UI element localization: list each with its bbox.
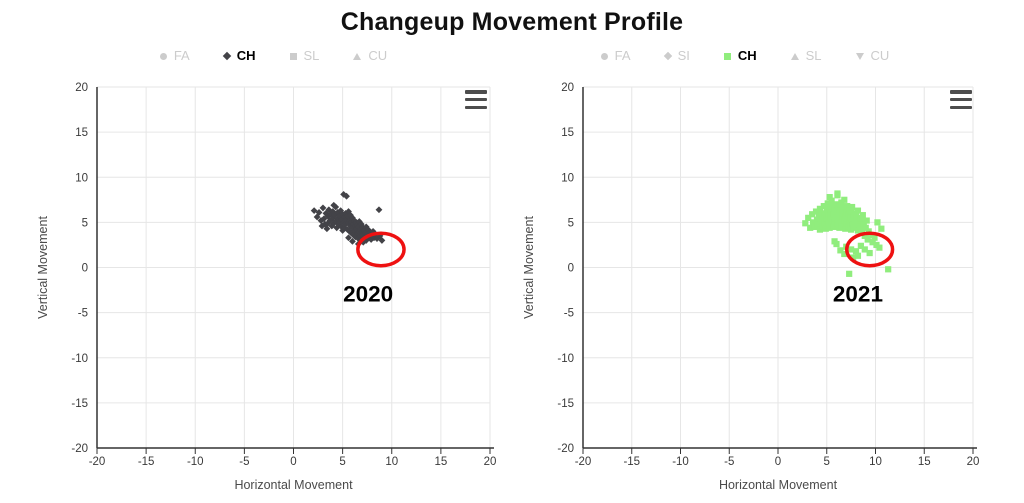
legend-item-CU[interactable]: CU [855,48,890,64]
svg-text:-15: -15 [138,456,155,468]
series-CH-points [310,190,386,248]
legend-item-SL[interactable]: SL [289,48,320,64]
svg-text:-15: -15 [557,398,574,410]
svg-text:15: 15 [561,127,574,139]
svg-text:-15: -15 [623,456,640,468]
svg-text:0: 0 [290,456,296,468]
chart-menu-button[interactable] [463,89,489,110]
y-axis-title: Vertical Movement [36,216,50,319]
svg-text:-20: -20 [557,443,574,455]
triangle-up-marker-icon [790,52,799,60]
legend-item-label: CU [870,48,890,63]
legend-item-label: SI [677,48,690,63]
legend-item-CH[interactable]: CH [222,48,256,64]
svg-text:5: 5 [82,217,88,229]
legend-item-label: CU [368,48,388,63]
legend-item-CH[interactable]: CH [723,48,757,64]
svg-text:0: 0 [568,263,574,275]
legend-item-SL[interactable]: SL [790,48,822,64]
svg-text:20: 20 [484,456,497,468]
annotation-ellipse [844,231,895,268]
gridlines [96,86,491,449]
tick-labels: -20 -15 -10 -5 0 5 10 15 20 -20 -15 -10 -5 0 5 10 15 20 [71,82,496,468]
x-axis-title: Horizontal Movement [234,478,353,492]
svg-text:15: 15 [434,456,447,468]
scatter-plot-2020: -20 -15 -10 -5 0 5 10 15 20 -20 -15 -10 -5 0 5 10 15 20 Ho… [36,82,496,492]
chart-title: Changeup Movement Profile [340,8,684,36]
legend-item-SI[interactable]: SI [663,48,690,64]
circle-marker-icon [600,52,608,60]
axes [96,87,494,454]
svg-text:-5: -5 [564,308,574,320]
legend-item-label: SL [805,48,822,63]
legend-item-label: CH [236,48,256,63]
x-axis-title: Horizontal Movement [719,478,838,492]
legend-item-label: FA [173,48,190,63]
svg-text:15: 15 [75,127,88,139]
chart-2020: FA CH SL CU -20 -15 -10 -5 0 5 10 15 20 -20 -15 -10 -5 0… [0,42,512,503]
svg-text:-5: -5 [239,456,249,468]
svg-text:-10: -10 [672,456,689,468]
legend-2020: FA CH SL CU [77,48,470,64]
legend-item-FA[interactable]: FA [159,48,190,64]
y-axis-title: Vertical Movement [522,216,536,319]
annotation-year-label: 2021 [833,282,883,307]
svg-text:15: 15 [918,456,931,468]
triangle-down-marker-icon [855,52,864,60]
svg-text:-5: -5 [78,308,88,320]
legend-item-label: CH [737,48,757,63]
circle-marker-icon [159,52,167,60]
svg-text:10: 10 [561,172,574,184]
tick-labels: -20 -15 -10 -5 0 5 10 15 20 -20 -15 -10 -5 0 5 10 15 20 [557,82,979,468]
hamburger-icon [465,90,487,109]
triangle-up-marker-icon [353,52,362,60]
legend-item-CU[interactable]: CU [353,48,387,64]
svg-text:5: 5 [339,456,345,468]
svg-text:20: 20 [75,82,88,94]
legend-item-label: FA [614,48,631,63]
legend-2021: FA SI CH SL CU [550,48,940,64]
svg-text:5: 5 [568,217,574,229]
svg-text:20: 20 [561,82,574,94]
scatter-plot-2021: -20 -15 -10 -5 0 5 10 15 20 -20 -15 -10 -5 0 5 10 15 20 Ho… [522,82,979,492]
square-marker-icon [289,52,297,60]
svg-text:0: 0 [82,263,88,275]
svg-text:-5: -5 [724,456,734,468]
svg-text:10: 10 [385,456,398,468]
chart-menu-button[interactable] [948,89,974,110]
svg-text:-15: -15 [71,398,88,410]
svg-text:-10: -10 [557,353,574,365]
hamburger-icon [950,90,972,109]
annotation-year-label: 2020 [343,282,393,307]
series-CH-points [802,190,892,277]
svg-text:-10: -10 [187,456,204,468]
axes [582,87,977,454]
svg-text:10: 10 [869,456,882,468]
svg-text:10: 10 [75,172,88,184]
gridlines [582,86,974,449]
legend-item-label: SL [303,48,320,63]
svg-text:20: 20 [967,456,980,468]
svg-text:0: 0 [775,456,781,468]
svg-text:-20: -20 [71,443,88,455]
legend-item-FA[interactable]: FA [600,48,631,64]
square-marker-icon [723,52,731,60]
annotation-ellipse [356,231,406,268]
svg-text:-20: -20 [575,456,592,468]
svg-text:-20: -20 [89,456,106,468]
chart-2021: FA SI CH SL CU -20 -15 -10 -5 0 5 10 15 20 -20 -15 -10-… [512,42,1024,503]
svg-text:5: 5 [824,456,830,468]
svg-text:-10: -10 [71,353,88,365]
